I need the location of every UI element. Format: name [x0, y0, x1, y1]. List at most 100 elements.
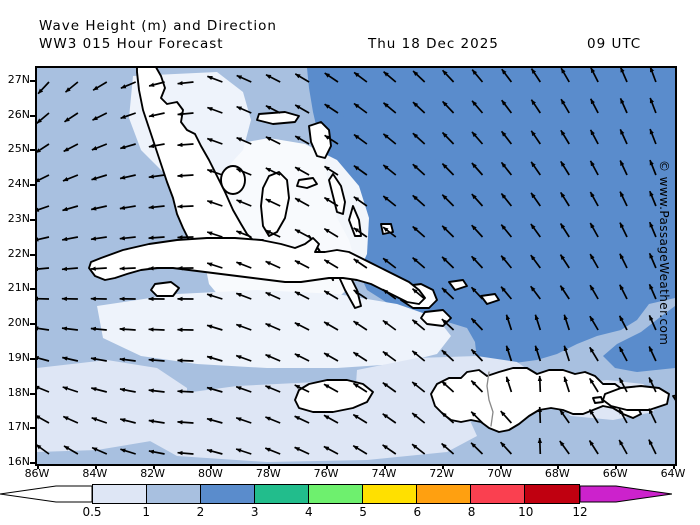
wave-direction-arrow: [294, 415, 310, 424]
copyright-credit: © www.PassageWeather.com: [657, 160, 671, 346]
wave-direction-arrow: [537, 406, 543, 424]
colorbar-band: [93, 485, 147, 503]
colorbar-band: [309, 485, 363, 503]
wave-direction-arrow: [589, 191, 599, 207]
wave-direction-arrow: [265, 105, 281, 114]
land-abaco: [308, 121, 332, 159]
wave-direction-arrow: [236, 261, 252, 269]
wave-direction-arrow: [206, 199, 223, 207]
wave-direction-arrow: [206, 386, 223, 393]
wave-direction-arrow: [441, 287, 455, 300]
wave-direction-arrow: [294, 259, 310, 269]
lat-tick-mark: [30, 462, 35, 464]
wave-direction-arrow: [353, 227, 368, 238]
lat-tick-mark: [30, 218, 35, 221]
wave-direction-arrow: [207, 75, 223, 83]
wave-direction-arrow: [471, 193, 484, 207]
wave-direction-arrow: [90, 326, 107, 332]
wave-direction-arrow: [500, 410, 513, 424]
wave-direction-arrow: [441, 131, 455, 145]
colorbar-band: [525, 485, 579, 503]
wave-direction-arrow: [119, 143, 136, 150]
wave-direction-arrow: [649, 68, 657, 83]
wave-direction-arrow: [119, 205, 136, 210]
wave-direction-arrow: [62, 205, 79, 212]
wave-direction-arrow: [619, 284, 628, 300]
wave-direction-arrow: [649, 128, 657, 145]
wave-direction-arrow: [177, 235, 194, 240]
lat-tick-label: 17N: [7, 420, 30, 434]
wave-direction-arrow: [470, 255, 484, 269]
wave-height-map[interactable]: [35, 66, 677, 466]
wave-direction-arrow: [648, 346, 657, 362]
wave-direction-arrow: [206, 324, 223, 331]
wave-direction-arrow: [352, 413, 368, 424]
wave-direction-arrow: [649, 97, 657, 114]
wave-direction-arrow: [323, 227, 339, 238]
wave-direction-arrow: [324, 165, 339, 176]
colorbar-over-arrow: [580, 485, 672, 503]
wave-direction-arrow: [148, 327, 165, 332]
band-under-05m-cuba-lee: [97, 290, 451, 368]
wave-direction-arrow: [441, 69, 455, 83]
wave-direction-arrow: [63, 143, 79, 153]
wave-direction-arrow: [382, 288, 397, 300]
wave-direction-arrow: [382, 195, 397, 207]
wave-direction-arrow: [382, 133, 397, 145]
wave-direction-arrow: [235, 323, 252, 331]
wave-direction-arrow: [500, 286, 513, 300]
wave-direction-arrow: [471, 69, 484, 83]
wave-direction-arrow: [505, 345, 513, 362]
wave-direction-arrow: [589, 98, 599, 114]
wave-direction-arrow: [563, 376, 571, 393]
wave-direction-arrow: [441, 442, 455, 455]
wave-direction-arrow: [471, 131, 484, 145]
land-grand-bahama: [256, 111, 300, 125]
colorbar-band: [147, 485, 201, 503]
wave-direction-arrow: [499, 441, 513, 455]
wave-direction-arrow: [148, 449, 165, 455]
wave-direction-arrow: [294, 73, 310, 83]
wave-direction-arrow: [471, 100, 484, 114]
lon-tick-mark: [383, 464, 386, 469]
wave-direction-arrow: [382, 444, 397, 455]
lat-tick-mark: [30, 149, 35, 152]
wave-direction-arrow: [500, 130, 513, 145]
lat-tick-label: 18N: [7, 385, 30, 399]
wave-direction-arrow: [619, 129, 628, 145]
wave-direction-arrow: [90, 387, 108, 393]
wave-direction-arrow: [559, 409, 570, 424]
land-turks-caicos: [480, 293, 500, 305]
wave-direction-arrow: [534, 345, 542, 362]
wave-direction-arrow: [236, 105, 252, 114]
wave-direction-arrow: [352, 382, 368, 393]
wave-direction-arrow: [37, 355, 50, 362]
wave-direction-arrow: [353, 320, 368, 331]
land-puerto-rico: [602, 385, 670, 411]
wave-direction-arrow: [618, 408, 628, 424]
wave-direction-arrow: [505, 376, 513, 393]
lat-tick-mark: [30, 392, 35, 395]
wave-direction-arrow: [619, 253, 628, 269]
wave-direction-arrow: [177, 420, 194, 425]
lon-tick-mark: [441, 464, 444, 469]
wave-direction-arrow: [411, 412, 426, 424]
wave-direction-arrow: [206, 293, 223, 300]
lon-tick-label: 66W: [602, 467, 628, 480]
wave-direction-arrow: [530, 192, 541, 207]
lat-tick-label: 19N: [7, 350, 30, 364]
band-1-2m-ne-wedge: [319, 68, 675, 186]
wave-direction-arrow: [324, 72, 339, 83]
wave-direction-arrow: [559, 254, 570, 269]
wave-direction-arrow: [119, 266, 136, 271]
wave-direction-arrow: [618, 439, 628, 455]
land-new-providence: [296, 177, 318, 189]
wave-direction-arrow: [412, 225, 426, 238]
wave-direction-arrow: [294, 166, 310, 176]
wave-direction-arrow: [619, 222, 628, 238]
lon-tick-mark: [615, 464, 618, 469]
colorbar-tick-label: 10: [518, 505, 534, 519]
wave-direction-arrow: [294, 197, 310, 207]
lon-tick-label: 78W: [255, 467, 281, 480]
colorbar-band: [471, 485, 525, 503]
